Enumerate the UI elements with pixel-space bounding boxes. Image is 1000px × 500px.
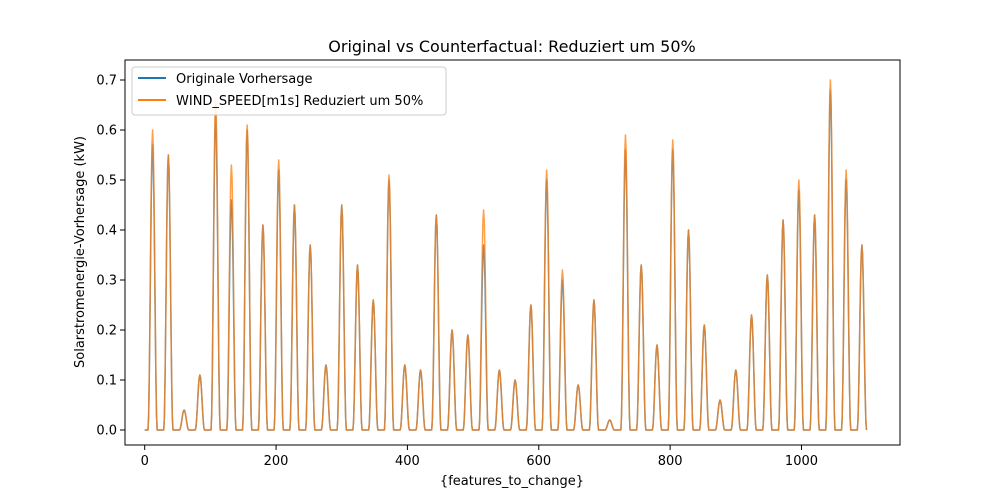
x-tick-label: 800	[658, 454, 683, 469]
legend-label-counterfactual: WIND_SPEED[m1s] Reduziert um 50%	[176, 94, 423, 109]
x-tick-label: 0	[141, 454, 149, 469]
y-tick-label: 0.4	[96, 224, 117, 239]
plot-frame	[124, 59, 901, 446]
series-line-counterfactual	[144, 79, 868, 431]
x-tick-label: 200	[264, 454, 289, 469]
chart-title: Original vs Counterfactual: Reduziert um…	[328, 37, 695, 56]
x-axis-ticks: 0 200 400 600 800 1000	[141, 445, 818, 469]
x-axis-label: {features_to_change}	[440, 474, 584, 489]
y-tick-label: 0.1	[96, 374, 117, 389]
series-line-original	[144, 89, 868, 431]
y-tick-label: 0.0	[96, 424, 117, 439]
y-tick-label: 0.3	[96, 274, 117, 289]
plot-area	[124, 59, 901, 446]
y-tick-label: 0.6	[96, 124, 117, 139]
legend-label-original: Originale Vorhersage	[176, 72, 313, 87]
series-layer	[144, 79, 868, 431]
y-tick-label: 0.5	[96, 174, 117, 189]
y-axis-label: Solarstromenergie-Vorhersage (kW)	[73, 136, 88, 368]
x-tick-label: 400	[395, 454, 420, 469]
y-tick-label: 0.7	[96, 74, 117, 89]
x-tick-label: 1000	[785, 454, 818, 469]
x-tick-label: 600	[526, 454, 551, 469]
y-tick-label: 0.2	[96, 324, 117, 339]
y-axis-ticks: 0.0 0.1 0.2 0.3 0.4 0.5 0.6 0.7	[96, 74, 125, 439]
legend-box	[131, 66, 447, 116]
legend: Originale Vorhersage WIND_SPEED[m1s] Red…	[131, 66, 447, 116]
